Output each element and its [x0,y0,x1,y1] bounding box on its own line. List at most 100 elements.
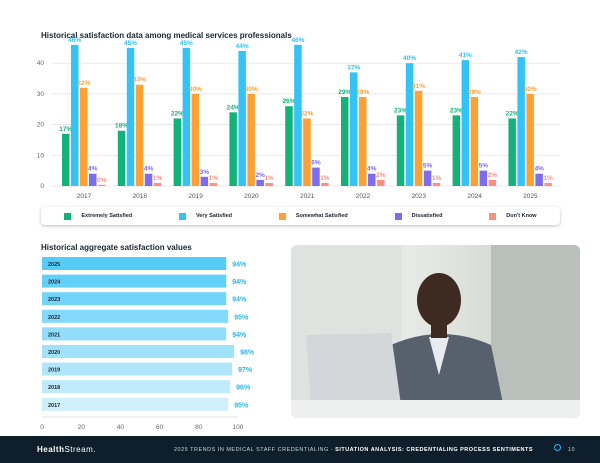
data-label: 33% [133,77,146,84]
legend-item: Extremely Satisfied [64,212,133,220]
hbar-value-label: 95% [234,314,249,321]
footer: HealthStream. 2025 TRENDS IN MEDICAL STA… [0,436,600,463]
data-label: 44% [236,43,249,50]
data-label: 30% [245,86,258,93]
data-label: 1% [543,175,553,182]
data-label: 4% [88,166,98,173]
data-label: 1% [432,175,442,182]
bar-don-t-know [98,184,106,186]
x-tick-label: 2023 [412,193,427,200]
hbar-value-label: 96% [236,385,251,392]
bar-very-satisfied [517,57,525,187]
data-label: 2% [488,172,498,179]
hbar [42,309,229,323]
data-label: 5% [479,163,489,170]
bar-very-satisfied [350,72,358,186]
x-tick-label: 80 [195,424,203,431]
bar-dissatisfied [144,173,153,186]
data-label: 22% [506,110,519,117]
hbar [42,257,227,270]
data-label: 41% [459,52,472,59]
hbar-year-label: 2017 [48,403,60,409]
y-tick-label: 40 [37,60,45,67]
data-label: 5% [423,163,433,170]
hbar [42,345,235,358]
data-label: 30% [189,86,202,93]
y-tick-label: 0 [40,183,44,190]
data-label: 32% [77,80,90,87]
data-label: 42% [515,49,528,56]
legend-swatch [64,212,72,220]
legend-label: Extremely Satisfied [81,213,133,219]
photo-smiling-man-at-laptop [291,245,580,418]
x-tick-label: 2018 [133,193,148,200]
bar-don-t-know [432,182,441,186]
data-label: 1% [209,175,219,182]
data-label: 4% [534,166,544,173]
bar-somewhat-satisfied [303,118,311,186]
hbar-year-label: 2022 [48,315,60,321]
hbar-value-label: 94% [232,332,247,339]
x-tick-label: 100 [233,424,244,431]
bar-don-t-know [544,182,552,186]
chart-title: Historical satisfaction data among medic… [41,31,292,40]
data-label: 4% [144,166,154,173]
hbar [42,362,233,376]
hbar [42,274,227,288]
x-tick-label: 2025 [523,193,538,200]
bar-somewhat-satisfied [191,93,200,186]
hbar-value-label: 94% [232,297,247,304]
bar-extremely-satisfied [396,115,405,186]
bar-don-t-know [265,182,273,186]
data-label: 40% [403,55,416,62]
legend-item: Very Satisfied [178,212,233,220]
bar-extremely-satisfied [117,130,126,186]
legend-item: Somewhat Satisfied [278,212,348,220]
data-label: 45% [180,40,193,47]
data-label: 30% [524,86,537,93]
bar-don-t-know [488,179,497,186]
data-label: 1% [153,175,163,182]
data-label: 1% [320,175,330,182]
hbar-year-label: 2020 [48,350,60,356]
data-label: 45% [124,40,137,47]
legend-label: Don't Know [506,213,537,219]
bar-very-satisfied [405,63,414,187]
chart2-title: Historical aggregate satisfaction values [41,243,192,252]
data-label: 2% [376,172,386,179]
bar-don-t-know [209,182,218,186]
x-tick-label: 60 [156,424,164,431]
hbar-year-label: 2018 [48,385,60,391]
bar-somewhat-satisfied [359,96,367,186]
bar-dissatisfied [89,173,97,186]
data-label: 29% [468,89,481,96]
bar-extremely-satisfied [341,96,349,186]
data-label: 24% [227,104,240,111]
data-label: 23% [450,107,463,114]
healthstream-logo: HealthStream. [37,445,96,454]
hbar-year-label: 2025 [48,262,60,268]
location-pin-icon [554,444,561,451]
data-label: 6% [311,160,321,167]
data-label: 46% [68,37,81,44]
legend-label: Very Satisfied [195,213,233,219]
data-label: 46% [291,37,304,44]
bar-extremely-satisfied [285,106,293,186]
legend-item: Don't Know [489,212,537,220]
hbar-year-label: 2023 [48,297,60,303]
y-tick-label: 20 [37,122,45,129]
bar-dissatisfied [200,176,209,186]
data-label: 29% [338,89,351,96]
data-label: 29% [356,89,369,96]
x-tick-label: 0 [40,424,44,431]
bar-very-satisfied [71,44,79,186]
hbar [42,327,227,341]
hbar-value-label: 97% [238,367,253,374]
bar-dissatisfied [312,167,320,186]
x-tick-label: 2022 [356,193,371,200]
hbar-value-label: 94% [232,262,247,269]
hbar-value-label: 95% [234,402,249,409]
y-tick-label: 10 [37,152,45,159]
charts: 0 10 20 30 40 2017 17% 46% 32% 4% 0% 2018 18% 45% 33% 4… [37,37,560,431]
x-tick-label: 2017 [77,193,92,200]
